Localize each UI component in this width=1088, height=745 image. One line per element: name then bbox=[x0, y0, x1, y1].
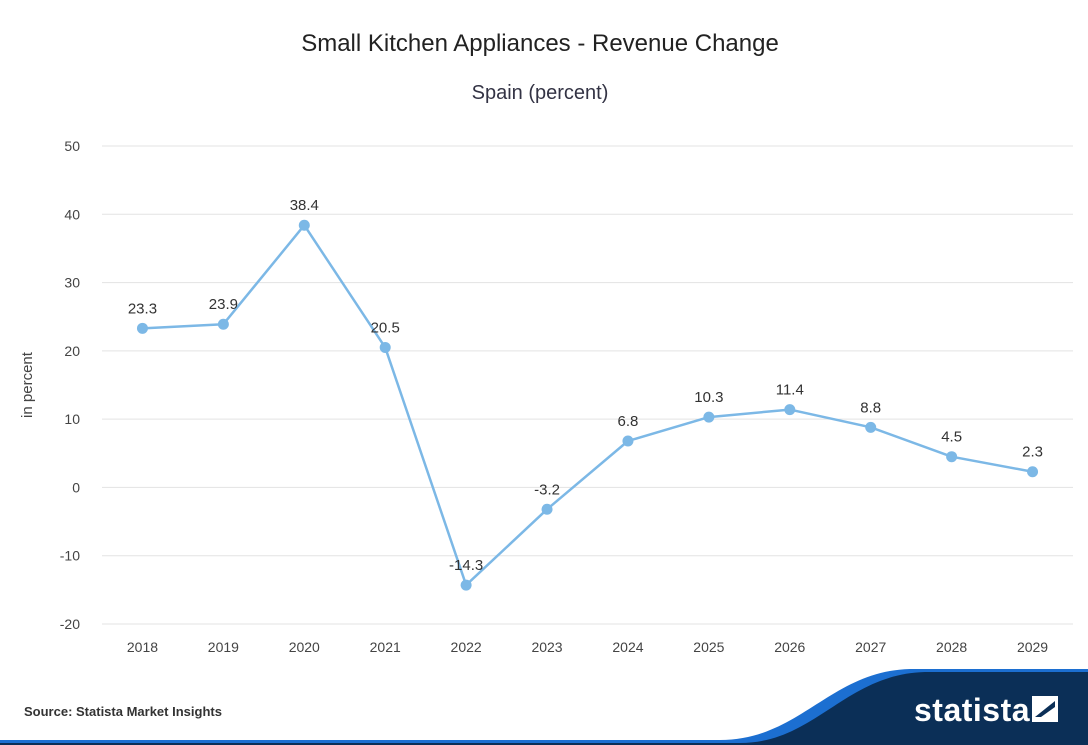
data-label: 38.4 bbox=[290, 197, 319, 214]
x-tick-label: 2023 bbox=[531, 639, 562, 655]
data-point bbox=[784, 404, 796, 416]
data-label: 11.4 bbox=[776, 382, 804, 399]
y-tick-label: 30 bbox=[64, 275, 80, 291]
data-label: -14.3 bbox=[449, 557, 483, 574]
statista-logo[interactable]: statista bbox=[914, 692, 1031, 728]
data-point bbox=[460, 579, 472, 591]
y-tick-label: 10 bbox=[64, 411, 80, 427]
x-tick-label: 2022 bbox=[451, 639, 482, 655]
data-label: 8.8 bbox=[860, 399, 881, 416]
data-point bbox=[865, 421, 877, 433]
data-point bbox=[217, 318, 229, 330]
data-label: 23.9 bbox=[209, 296, 238, 313]
x-axis-ticks: 2018 2019 2020 2021 2022 2023 2024 2025 2026 2027… bbox=[127, 639, 1048, 655]
data-point bbox=[136, 322, 148, 334]
data-point bbox=[298, 219, 310, 231]
x-tick-label: 2020 bbox=[289, 639, 320, 655]
data-point bbox=[946, 451, 958, 463]
x-tick-label: 2021 bbox=[370, 639, 401, 655]
y-tick-label: -10 bbox=[60, 548, 80, 564]
x-tick-label: 2025 bbox=[693, 639, 724, 655]
gridlines bbox=[102, 145, 1073, 625]
chart-subtitle: Spain (percent) bbox=[471, 82, 609, 104]
y-tick-label: 20 bbox=[64, 343, 80, 359]
data-point bbox=[1027, 466, 1039, 478]
y-tick-label: -20 bbox=[60, 616, 80, 632]
x-tick-label: 2028 bbox=[936, 639, 967, 655]
y-tick-label: 0 bbox=[72, 479, 80, 495]
y-tick-label: 40 bbox=[64, 206, 80, 222]
data-label: 2.3 bbox=[1022, 444, 1043, 461]
x-tick-label: 2019 bbox=[208, 639, 239, 655]
source-note: Source: Statista Market Insights bbox=[24, 704, 222, 719]
y-axis-ticks: 50 40 30 20 10 0 -10 -20 bbox=[60, 138, 80, 632]
statista-logo-icon bbox=[1032, 696, 1058, 722]
data-point bbox=[703, 411, 715, 423]
data-point bbox=[541, 503, 553, 515]
x-tick-label: 2024 bbox=[612, 639, 643, 655]
y-tick-label: 50 bbox=[64, 138, 80, 154]
x-tick-label: 2029 bbox=[1017, 639, 1048, 655]
chart-title: Small Kitchen Appliances - Revenue Chang… bbox=[301, 30, 779, 57]
data-point bbox=[622, 435, 634, 447]
x-tick-label: 2026 bbox=[774, 639, 805, 655]
x-tick-label: 2027 bbox=[855, 639, 886, 655]
brand-band-dark bbox=[0, 672, 1088, 745]
x-tick-label: 2018 bbox=[127, 639, 158, 655]
data-point bbox=[379, 341, 391, 353]
data-label: -3.2 bbox=[534, 481, 560, 498]
data-labels: 23.3 23.9 38.4 20.5 -14.3 -3.2 6.8 10.3 11.4 8.8 4… bbox=[128, 197, 1043, 574]
y-axis-label: in percent bbox=[19, 351, 36, 418]
data-label: 10.3 bbox=[694, 389, 723, 406]
data-label: 20.5 bbox=[371, 319, 400, 336]
data-label: 6.8 bbox=[618, 413, 639, 430]
series-line bbox=[142, 223, 1033, 587]
data-points bbox=[136, 219, 1039, 591]
data-label: 23.3 bbox=[128, 300, 157, 317]
data-label: 4.5 bbox=[941, 429, 962, 446]
